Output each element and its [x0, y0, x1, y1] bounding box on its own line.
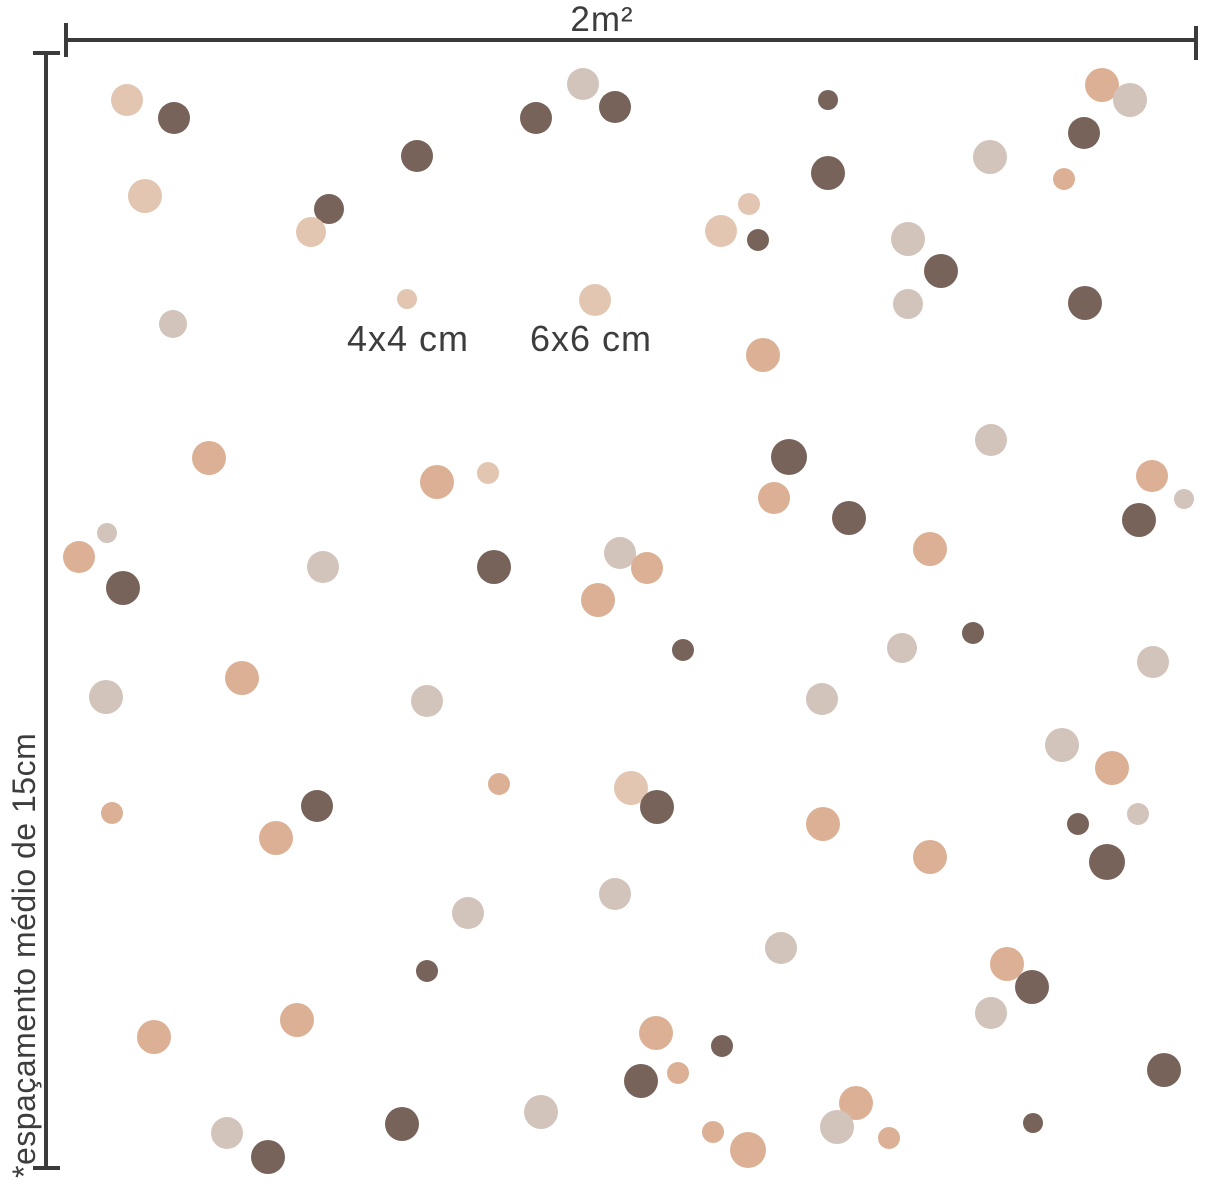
sticker-dot [806, 807, 840, 841]
width-dimension-line [66, 38, 1197, 42]
height-dimension-line [44, 53, 48, 1170]
sticker-dot [1127, 803, 1149, 825]
sticker-dot [89, 680, 123, 714]
sticker-dot [973, 140, 1007, 174]
sticker-dot [524, 1095, 558, 1129]
sticker-dot [975, 424, 1007, 456]
sticker-dot [411, 685, 443, 717]
sticker-dot [887, 633, 917, 663]
sticker-dot [913, 532, 947, 566]
large-dot-size-label: 6x6 cm [529, 318, 653, 359]
sticker-dot [211, 1117, 243, 1149]
width-dimension-tick-left [64, 23, 68, 57]
sticker-dot [1015, 970, 1049, 1004]
sticker-dot [631, 552, 663, 584]
sticker-dot [477, 550, 511, 584]
sticker-dot [765, 932, 797, 964]
sticker-dot [106, 571, 140, 605]
sticker-dot [452, 897, 484, 929]
sticker-dot [1045, 728, 1079, 762]
sticker-dot [672, 639, 694, 661]
sticker-dot [1089, 844, 1125, 880]
sticker-dot [820, 1110, 854, 1144]
sticker-dot [1174, 489, 1194, 509]
sticker-dot [397, 289, 417, 309]
sticker-dot [192, 441, 226, 475]
sticker-dot [137, 1020, 171, 1054]
sticker-dot [159, 310, 187, 338]
sticker-dot [158, 102, 190, 134]
sticker-dot [1122, 503, 1156, 537]
sticker-dot [818, 90, 838, 110]
sticker-dot [1136, 460, 1168, 492]
sticker-dot [758, 482, 790, 514]
sticker-dot [747, 229, 769, 251]
sticker-dot [746, 338, 780, 372]
sticker-dot [806, 683, 838, 715]
sticker-dot [893, 289, 923, 319]
sticker-dot [101, 802, 123, 824]
sticker-dot [520, 102, 552, 134]
sticker-dot [416, 960, 438, 982]
sticker-dot [1053, 168, 1075, 190]
sticker-dot [599, 91, 631, 123]
sticker-dot [63, 541, 95, 573]
sticker-dot [280, 1003, 314, 1037]
sticker-dot [1023, 1113, 1043, 1133]
sticker-dot [401, 140, 433, 172]
sticker-dot [579, 284, 611, 316]
sticker-dot [1113, 83, 1147, 117]
sticker-dot [811, 156, 845, 190]
sticker-dot [225, 661, 259, 695]
sticker-dot [477, 462, 499, 484]
area-label: 2m² [570, 0, 634, 39]
small-dot-size-label: 4x4 cm [346, 318, 470, 359]
sticker-dot [1095, 751, 1129, 785]
sticker-dot [891, 222, 925, 256]
sticker-dot [913, 840, 947, 874]
sticker-dot [962, 622, 984, 644]
sticker-dot [420, 465, 454, 499]
sticker-dot [301, 790, 333, 822]
sticker-dot [1137, 646, 1169, 678]
sticker-dot [771, 439, 807, 475]
sticker-dot [1067, 813, 1089, 835]
sticker-dot [924, 254, 958, 288]
sticker-dot [878, 1127, 900, 1149]
sticker-dot [730, 1132, 766, 1168]
height-dimension-tick-bottom [33, 1166, 60, 1170]
sticker-dot [975, 997, 1007, 1029]
sticker-dot [639, 1016, 673, 1050]
sticker-dot [667, 1062, 689, 1084]
sticker-dot [111, 84, 143, 116]
sticker-dot [705, 215, 737, 247]
sticker-dot [640, 790, 674, 824]
sticker-dot [711, 1035, 733, 1057]
sticker-dot [97, 523, 117, 543]
height-dimension-tick-top [33, 51, 60, 55]
sticker-dot [567, 68, 599, 100]
sticker-dot [385, 1107, 419, 1141]
sticker-dot [604, 537, 636, 569]
sticker-dot [738, 193, 760, 215]
sticker-dot [581, 583, 615, 617]
sticker-dot [307, 551, 339, 583]
sticker-dot [832, 501, 866, 535]
sticker-dot [488, 773, 510, 795]
sticker-dot [259, 821, 293, 855]
sticker-dot [1147, 1053, 1181, 1087]
sticker-dot [599, 878, 631, 910]
sticker-dot [128, 179, 162, 213]
sticker-dot [1068, 117, 1100, 149]
sticker-dot [702, 1121, 724, 1143]
width-dimension-tick-right [1194, 26, 1198, 60]
sticker-dot [296, 217, 326, 247]
sticker-dot [251, 1140, 285, 1174]
sticker-dot [1068, 286, 1102, 320]
sticker-dot [624, 1064, 658, 1098]
